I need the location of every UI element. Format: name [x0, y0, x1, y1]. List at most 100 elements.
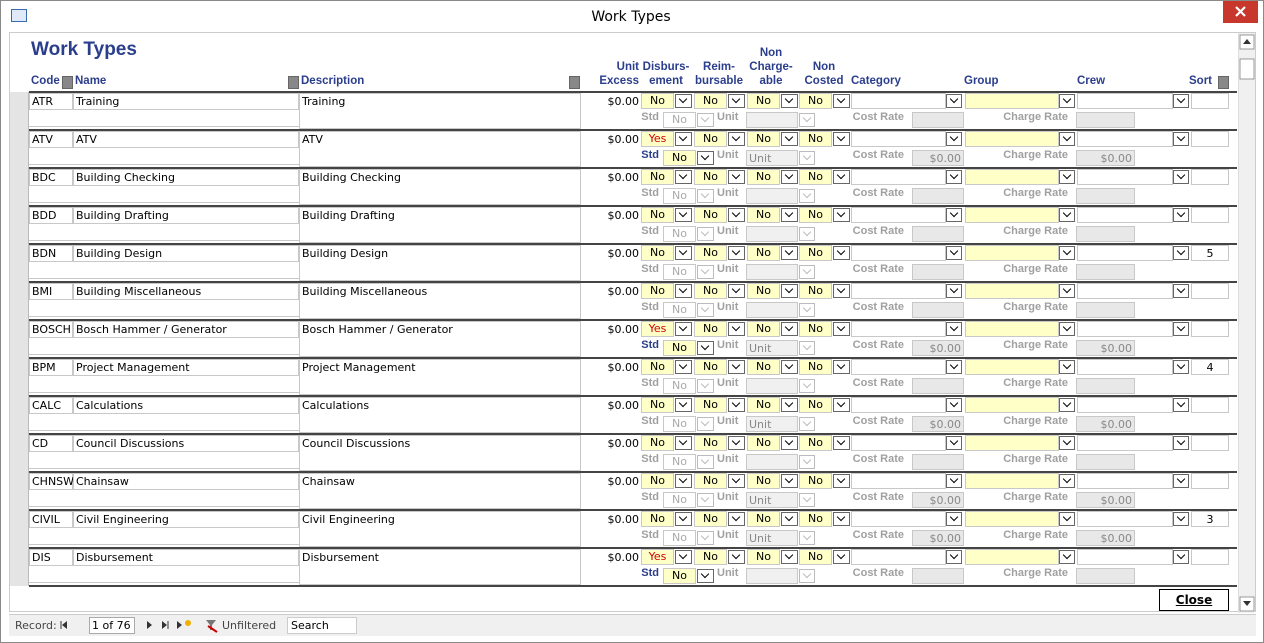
combo-dropdown[interactable]: [728, 474, 745, 488]
charge-rate-field[interactable]: [1076, 264, 1135, 280]
combo-dropdown[interactable]: [675, 474, 692, 488]
combo-dropdown[interactable]: [697, 113, 714, 127]
sort-field[interactable]: [1191, 207, 1229, 223]
combo-value[interactable]: No: [663, 568, 696, 584]
nav-next-buttons[interactable]: [141, 617, 196, 633]
combo-dropdown[interactable]: [946, 360, 962, 374]
combo-dropdown[interactable]: [781, 170, 798, 184]
category-combo[interactable]: [851, 359, 946, 375]
category-combo[interactable]: [851, 473, 946, 489]
combo-value[interactable]: No: [641, 397, 674, 413]
crew-combo[interactable]: [1077, 473, 1173, 489]
combo-value[interactable]: No: [799, 93, 832, 109]
combo-dropdown[interactable]: [697, 303, 714, 317]
cost-rate-field[interactable]: $0.00: [912, 150, 964, 166]
combo-dropdown[interactable]: [833, 322, 850, 336]
combo-dropdown[interactable]: [781, 132, 798, 146]
crew-combo[interactable]: [1077, 131, 1173, 147]
combo-dropdown[interactable]: [833, 550, 850, 564]
combo-dropdown[interactable]: [946, 170, 962, 184]
crew-combo[interactable]: [1077, 93, 1173, 109]
combo-dropdown[interactable]: [799, 227, 815, 241]
combo-value[interactable]: Yes: [641, 131, 674, 147]
cost-rate-field[interactable]: $0.00: [912, 416, 964, 432]
unit-field[interactable]: [746, 264, 798, 280]
combo-value[interactable]: No: [747, 93, 780, 109]
combo-dropdown[interactable]: [946, 474, 962, 488]
code-field[interactable]: BDC: [29, 169, 73, 186]
group-combo[interactable]: [965, 549, 1059, 565]
name-field[interactable]: Bosch Hammer / Generator: [73, 321, 299, 338]
name-field[interactable]: Civil Engineering: [73, 511, 299, 528]
category-combo[interactable]: [851, 131, 946, 147]
sort-toggle[interactable]: [1218, 76, 1229, 89]
charge-rate-field[interactable]: $0.00: [1076, 340, 1135, 356]
sort-toggle[interactable]: [569, 76, 580, 89]
combo-dropdown[interactable]: [728, 132, 745, 146]
combo-dropdown[interactable]: [1059, 436, 1075, 450]
combo-value[interactable]: No: [694, 169, 727, 185]
combo-dropdown[interactable]: [697, 189, 714, 203]
charge-rate-field[interactable]: $0.00: [1076, 492, 1135, 508]
name-field[interactable]: Disbursement: [73, 549, 299, 566]
combo-dropdown[interactable]: [1173, 284, 1189, 298]
combo-dropdown[interactable]: [1173, 474, 1189, 488]
category-combo[interactable]: [851, 283, 946, 299]
combo-value[interactable]: No: [799, 473, 832, 489]
combo-value[interactable]: Yes: [641, 549, 674, 565]
combo-dropdown[interactable]: [781, 360, 798, 374]
combo-value[interactable]: No: [747, 397, 780, 413]
combo-dropdown[interactable]: [1059, 398, 1075, 412]
name-field[interactable]: Building Miscellaneous: [73, 283, 299, 300]
combo-value[interactable]: No: [747, 169, 780, 185]
sort-field[interactable]: 5: [1191, 245, 1229, 261]
combo-dropdown[interactable]: [781, 512, 798, 526]
code-field[interactable]: CALC: [29, 397, 73, 414]
unit-field[interactable]: [746, 378, 798, 394]
description-field[interactable]: Building Miscellaneous: [299, 283, 581, 319]
combo-value[interactable]: No: [663, 264, 696, 280]
combo-value[interactable]: No: [799, 511, 832, 527]
charge-rate-field[interactable]: $0.00: [1076, 150, 1135, 166]
combo-value[interactable]: No: [641, 207, 674, 223]
group-combo[interactable]: [965, 169, 1059, 185]
unit-field[interactable]: Unit: [746, 530, 798, 546]
combo-dropdown[interactable]: [946, 512, 962, 526]
sort-toggle[interactable]: [62, 76, 73, 89]
combo-dropdown[interactable]: [675, 512, 692, 526]
combo-value[interactable]: Yes: [641, 321, 674, 337]
combo-dropdown[interactable]: [675, 322, 692, 336]
group-combo[interactable]: [965, 131, 1059, 147]
group-combo[interactable]: [965, 435, 1059, 451]
combo-dropdown[interactable]: [833, 94, 850, 108]
combo-dropdown[interactable]: [675, 170, 692, 184]
combo-dropdown[interactable]: [728, 322, 745, 336]
crew-combo[interactable]: [1077, 207, 1173, 223]
sort-field[interactable]: [1191, 131, 1229, 147]
name-field[interactable]: Building Design: [73, 245, 299, 262]
unit-field[interactable]: [746, 226, 798, 242]
combo-dropdown[interactable]: [728, 246, 745, 260]
category-combo[interactable]: [851, 245, 946, 261]
unit-excess-field[interactable]: $0.00: [607, 551, 640, 564]
group-combo[interactable]: [965, 511, 1059, 527]
name-field[interactable]: Training: [73, 93, 299, 110]
combo-dropdown[interactable]: [1173, 550, 1189, 564]
combo-dropdown[interactable]: [799, 303, 815, 317]
combo-dropdown[interactable]: [799, 151, 815, 165]
description-field[interactable]: Civil Engineering: [299, 511, 581, 547]
unit-excess-field[interactable]: $0.00: [607, 437, 640, 450]
combo-dropdown[interactable]: [781, 398, 798, 412]
combo-dropdown[interactable]: [675, 208, 692, 222]
combo-dropdown[interactable]: [833, 474, 850, 488]
combo-value[interactable]: No: [663, 112, 696, 128]
combo-value[interactable]: No: [747, 321, 780, 337]
crew-combo[interactable]: [1077, 169, 1173, 185]
combo-dropdown[interactable]: [1059, 512, 1075, 526]
group-combo[interactable]: [965, 359, 1059, 375]
group-combo[interactable]: [965, 245, 1059, 261]
sort-field[interactable]: [1191, 397, 1229, 413]
cost-rate-field[interactable]: [912, 112, 964, 128]
cost-rate-field[interactable]: $0.00: [912, 530, 964, 546]
combo-dropdown[interactable]: [697, 341, 714, 355]
